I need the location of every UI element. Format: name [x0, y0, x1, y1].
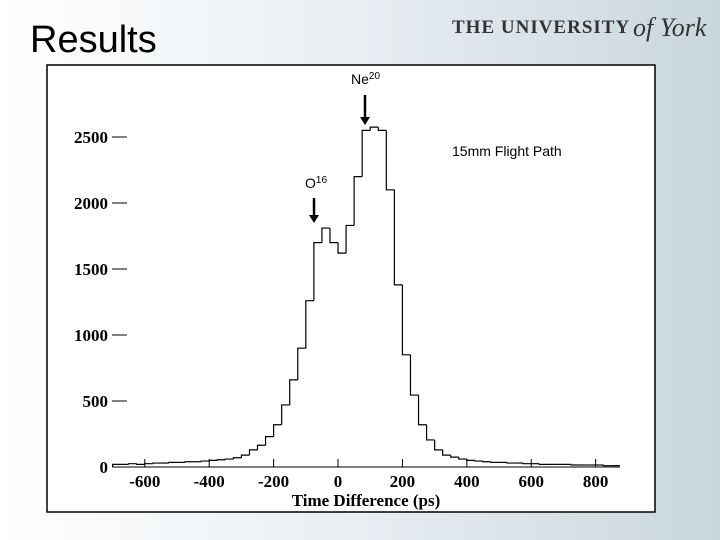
histogram-bin: [337, 242, 347, 254]
y-tick-label: 1500: [74, 260, 108, 279]
histogram-bin: [425, 424, 435, 441]
histogram-bin: [208, 459, 218, 462]
y-tick-label: 0: [100, 458, 109, 477]
histogram-bin: [417, 395, 427, 426]
plot: 0 500 1000 1500 2000 2500 -600 -400 -200 0 200 400 6…: [74, 71, 620, 491]
histogram-bin: [297, 347, 306, 380]
logo-script: of York: [633, 13, 707, 42]
histogram-bin: [442, 449, 451, 456]
histogram-bin: [377, 127, 387, 131]
histogram-bin: [313, 242, 322, 301]
x-tick-label: -200: [258, 472, 289, 491]
histogram-bin: [603, 465, 612, 467]
histogram-bin: [393, 189, 403, 286]
histogram-bin: [240, 454, 250, 458]
histogram-bin: [184, 461, 194, 463]
histogram-bin: [458, 457, 467, 460]
annotation: Ne20: [351, 71, 380, 87]
histogram-bin: [409, 354, 419, 396]
histogram-bin: [474, 460, 483, 462]
x-tick-label: 400: [454, 472, 480, 491]
histogram-bin: [361, 129, 371, 177]
logo-main: THE UNIVERSITY: [452, 17, 630, 38]
histogram-bin: [434, 439, 443, 451]
y-tick-label: 2500: [74, 128, 108, 147]
arrow-head: [309, 215, 319, 223]
histogram-bin: [264, 436, 274, 446]
histogram-bin: [232, 457, 242, 460]
histogram-bin: [216, 459, 226, 461]
histogram-bin: [538, 463, 548, 465]
histogram-bin: [200, 460, 210, 462]
histogram-bin: [570, 464, 580, 466]
histogram-bin: [305, 300, 314, 349]
histogram-bin: [112, 463, 121, 467]
histogram-bin: [281, 404, 290, 425]
histogram-bin: [353, 176, 363, 226]
histogram-bin: [329, 228, 339, 244]
annotation-superscript: 16: [316, 175, 328, 186]
y-tick-label: 500: [83, 392, 109, 411]
slide-title: Results: [30, 19, 157, 61]
histogram-bin: [466, 459, 475, 461]
annotation-label: O: [305, 175, 316, 191]
histogram-bin: [152, 462, 161, 464]
annotation-label: 15mm Flight Path: [452, 143, 562, 159]
annotation-label: Ne: [351, 71, 369, 87]
histogram-bin: [168, 461, 178, 464]
annotation-superscript: 20: [369, 71, 381, 82]
x-tick-label: 0: [334, 472, 343, 491]
x-tick-label: 800: [583, 472, 609, 491]
annotation: O16: [305, 175, 327, 191]
histogram-bin: [289, 379, 298, 405]
histogram-bin: [369, 126, 379, 131]
histogram-bin: [256, 444, 266, 450]
arrow-head: [360, 117, 370, 125]
x-axis-label: Time Difference (ps): [292, 491, 441, 510]
histogram-bin: [321, 227, 330, 243]
y-tick-label: 2000: [74, 194, 108, 213]
x-tick-label: 200: [390, 472, 416, 491]
histogram-bin: [248, 449, 258, 456]
x-tick-label: 600: [518, 472, 544, 491]
histogram-bin: [506, 462, 516, 464]
histogram-bin: [128, 463, 137, 465]
histogram-bin: [490, 461, 500, 463]
histogram-bin: [345, 224, 355, 254]
annotation: 15mm Flight Path: [452, 143, 562, 159]
x-tick-label: -600: [129, 472, 160, 491]
histogram-bin: [273, 424, 282, 437]
histogram-bin: [401, 284, 411, 356]
histogram-bin: [136, 463, 145, 465]
y-tick-label: 1000: [74, 326, 108, 345]
histogram-bin: [224, 458, 234, 460]
histogram-bin: [450, 455, 459, 458]
histogram-bin: [144, 463, 153, 465]
histogram-bin: [385, 130, 395, 191]
x-tick-label: -400: [194, 472, 225, 491]
histogram-bin: [522, 463, 532, 465]
plot-frame: [46, 64, 656, 513]
histogram-bin: [482, 461, 491, 463]
